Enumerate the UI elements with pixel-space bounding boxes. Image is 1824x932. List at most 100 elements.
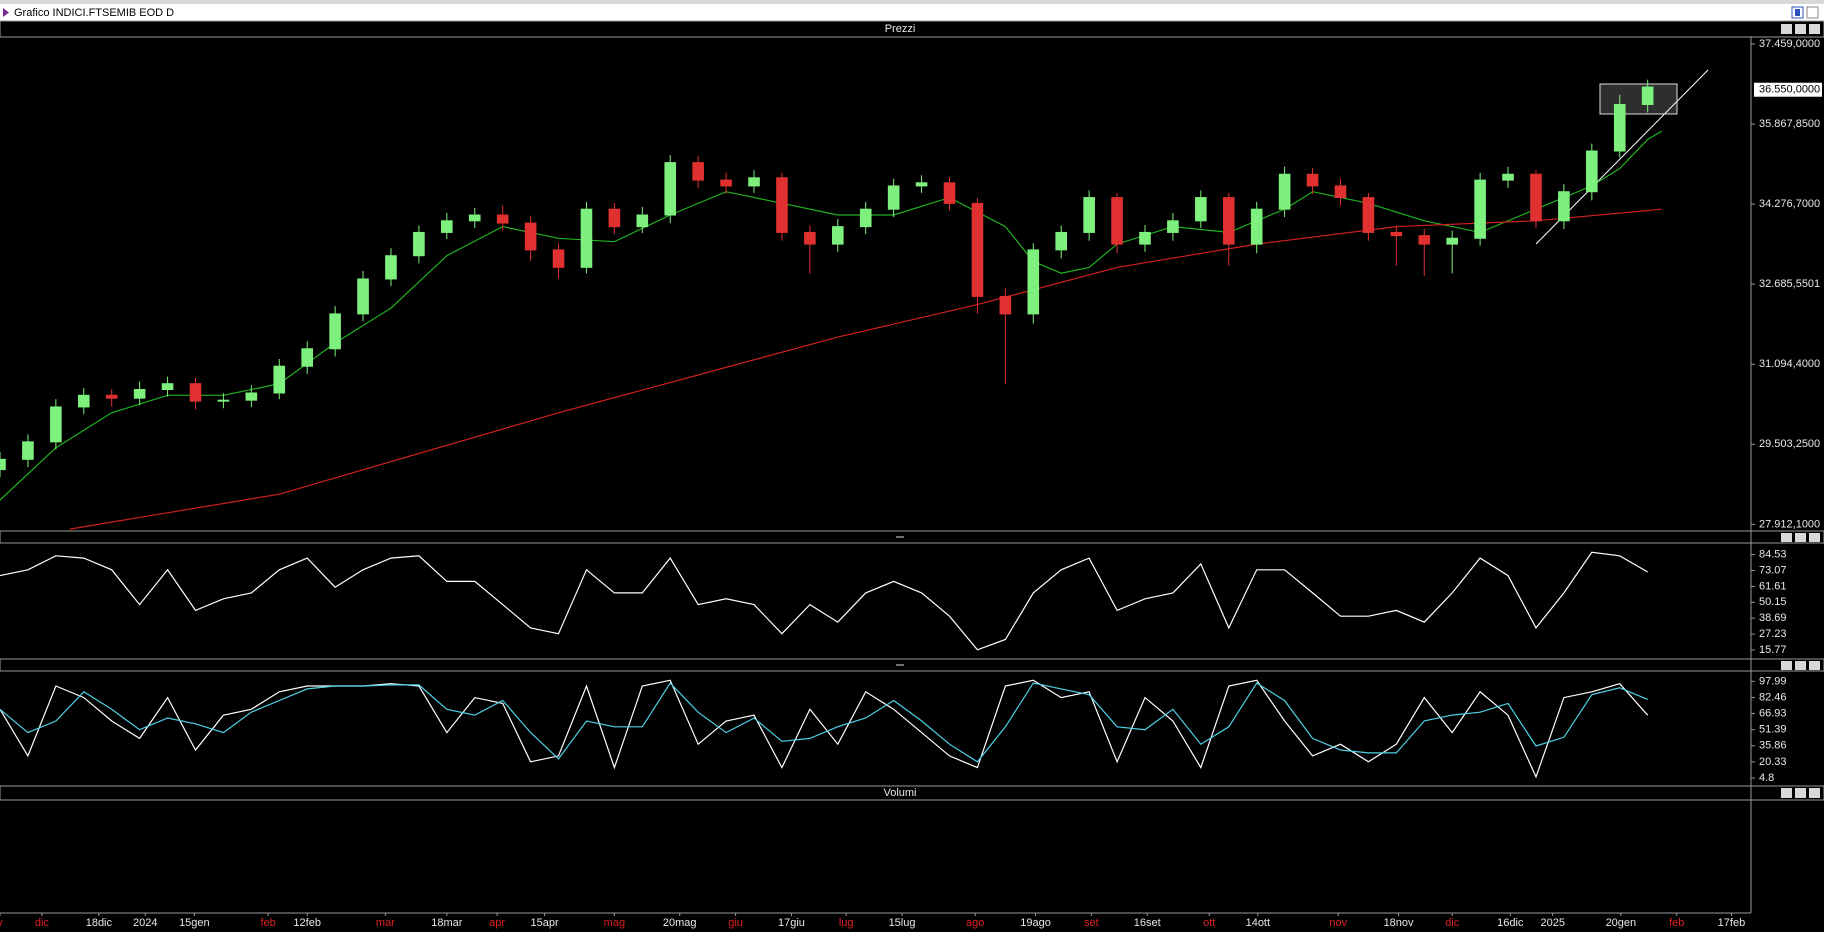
candle-body [692, 162, 704, 181]
window-title: Grafico INDICI.FTSEMIB EOD D [14, 7, 174, 19]
x-tick-label: 2025 [1540, 917, 1564, 929]
y-tick-label: 35.86 [1759, 740, 1787, 752]
candle-body [1083, 197, 1095, 233]
candle-body [133, 389, 146, 399]
y-tick-label: 27.23 [1759, 628, 1787, 640]
y-tick-label: 50.15 [1759, 596, 1787, 608]
candle-body [0, 458, 6, 471]
close-panel-button[interactable] [1809, 533, 1820, 542]
candle-body [1306, 173, 1319, 187]
y-tick-label: 66.93 [1759, 707, 1787, 719]
candle-body [441, 220, 453, 233]
y-tick-label: 29.503,2500 [1759, 438, 1820, 450]
y-tick-label: 20.33 [1759, 756, 1787, 768]
x-tick-label: 15gen [179, 917, 210, 929]
candle-body [301, 348, 313, 367]
candle-body [189, 383, 202, 402]
x-tick-label: set [1084, 917, 1099, 929]
candle-body [608, 208, 621, 228]
candle-body [1250, 208, 1263, 245]
range-box [1599, 83, 1678, 115]
candle-body [636, 214, 649, 228]
x-tick-label: 18mar [431, 917, 463, 929]
x-tick-label: 17giu [778, 917, 805, 929]
maximize-button[interactable] [1795, 788, 1806, 798]
y-tick-label: 37.459,0000 [1759, 38, 1820, 50]
minimize-button[interactable] [1781, 788, 1792, 798]
x-tick-label: mar [376, 917, 395, 929]
y-tick-label: 97.99 [1759, 675, 1787, 687]
y-tick-label: 51.39 [1759, 724, 1787, 736]
close-panel-button[interactable] [1809, 661, 1820, 670]
x-tick-label: 20mag [663, 917, 697, 929]
restore-icon [1795, 9, 1800, 16]
maximize-button[interactable] [1795, 661, 1806, 670]
candle-body [859, 208, 872, 228]
y-tick-label: 38.69 [1759, 612, 1787, 624]
candle-body [496, 214, 509, 224]
close-panel-button[interactable] [1809, 788, 1820, 798]
candle-body [664, 162, 677, 216]
indicator-line [69, 208, 1662, 530]
x-tick-label: lug [839, 917, 854, 929]
candle-body [999, 295, 1012, 315]
price-header: Prezzi [0, 20, 1824, 38]
candle-body [1195, 197, 1207, 222]
candle-body [1362, 197, 1375, 233]
candle-body [385, 255, 397, 280]
close-panel-button[interactable] [1809, 24, 1820, 34]
candle-body [1586, 150, 1598, 193]
stoch-header [0, 658, 1824, 672]
y-tick-label: 82.46 [1759, 691, 1787, 703]
candle-body [413, 231, 425, 257]
last-price-label: 36.550,0000 [1759, 84, 1820, 96]
candle-body [1474, 179, 1486, 239]
panel-title: Prezzi [885, 23, 916, 35]
x-tick-label: dic [35, 917, 50, 929]
indicator-line [0, 551, 1649, 651]
candle-body [943, 182, 956, 204]
candle-body [971, 202, 984, 297]
volume-header: Volumi [0, 785, 1824, 801]
candle-body [1390, 231, 1403, 237]
candle-body [329, 313, 341, 350]
candle-body [804, 231, 816, 245]
candle-body [273, 365, 286, 394]
maximize-button[interactable] [1795, 533, 1806, 542]
candle-body [915, 182, 928, 187]
window-icon [3, 8, 9, 17]
candle-body [552, 249, 565, 268]
candle-body [1613, 103, 1626, 152]
x-tick-label: 16set [1134, 917, 1161, 929]
candle-body [1111, 197, 1123, 245]
maximize-button[interactable] [1795, 24, 1806, 34]
x-tick-label: 14ott [1246, 917, 1270, 929]
close-button[interactable] [1806, 6, 1819, 19]
candle-body [161, 383, 174, 391]
x-tick-label: mag [604, 917, 625, 929]
y-tick-label: 4.8 [1759, 772, 1774, 784]
minimize-button[interactable] [1781, 24, 1792, 34]
x-tick-label: ott [1203, 917, 1215, 929]
minimize-button[interactable] [1781, 533, 1792, 542]
minimize-button[interactable] [1781, 661, 1792, 670]
candle-body [1334, 185, 1347, 199]
candle-body [1530, 173, 1542, 222]
x-tick-label: 2024 [133, 917, 157, 929]
x-tick-label: 12feb [293, 917, 321, 929]
candle-body [1027, 249, 1040, 315]
y-tick-label: 34.276,7000 [1759, 198, 1820, 210]
x-tick-label: 16dic [1497, 917, 1524, 929]
candle-body [1139, 231, 1151, 245]
candle-body [776, 177, 788, 233]
candle-body [720, 179, 732, 187]
candle-body [1641, 86, 1654, 105]
candle-body [1167, 220, 1179, 233]
candle-body [77, 394, 90, 408]
frame-top [0, 0, 1824, 4]
candle-body [1222, 197, 1235, 245]
candle-body [1418, 235, 1431, 245]
candle-body [831, 226, 844, 245]
indicator-line [0, 679, 1649, 779]
